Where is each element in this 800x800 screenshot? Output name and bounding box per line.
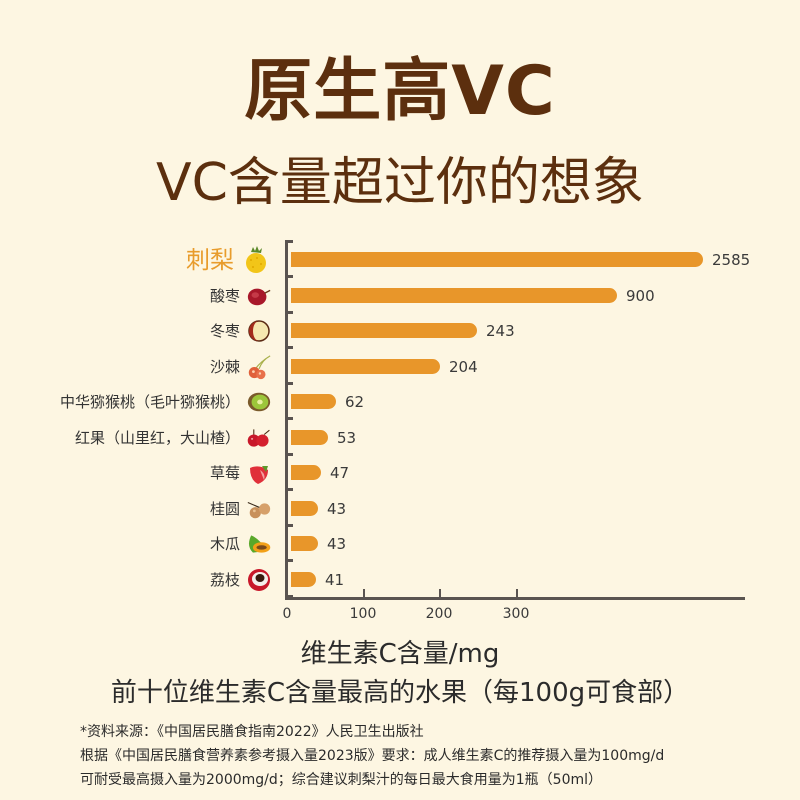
bar [291,536,318,551]
value-label: 43 [327,535,347,553]
y-axis-tick [285,417,293,420]
chart-row: 桂圆 43 [0,491,800,527]
chart-row: 酸枣 900 [0,278,800,314]
category-label: 刺梨 [186,246,234,274]
bar [291,429,328,445]
category-label: 酸枣 [209,286,240,305]
chart-row: 沙棘 204 [0,349,800,385]
category-label: 中华猕猴桃（毛叶猕猴桃） [59,393,240,411]
chart-row: 冬枣 243 [0,313,800,349]
x-axis-label: 维生素C含量/mg [300,639,500,669]
value-label: 900 [626,286,655,305]
category-label: 红果（山里红，大山楂） [74,428,240,447]
y-axis-tick [285,559,293,562]
bar [291,287,617,303]
y-axis-tick [285,310,293,314]
category-label: 冬枣 [209,322,240,340]
papaya-icon [246,532,272,556]
value-label: 62 [345,393,365,411]
x-tick-label: 200 [425,606,453,622]
longan-icon [246,497,272,521]
category-label: 草莓 [209,464,240,482]
category-label: 沙棘 [209,357,240,376]
prickly-pear-icon [240,244,272,276]
category-label: 桂圆 [209,499,240,518]
winter-jujube-icon [246,319,272,343]
bar [291,323,477,338]
source-notes: *资料来源：《中国居民膳食指南2022》人民卫生出版社 根据《中国居民膳食营养素… [80,720,780,792]
kiwi-icon [246,390,272,414]
bar [291,394,336,409]
y-axis-tick [285,523,293,527]
y-axis-tick [285,488,293,491]
bar [291,358,440,374]
bar [291,465,321,480]
y-axis-tick [285,275,293,278]
value-label: 41 [325,570,345,589]
x-axis-tick [516,589,518,598]
sea-buckthorn-icon [246,354,272,379]
value-label: 47 [330,464,350,482]
lychee-icon [246,568,272,592]
y-axis-tick [285,240,293,243]
note-recommendation: 根据《中国居民膳食营养素参考摄入量2023版》要求：成人维生素C的推荐摄入量为1… [80,748,665,764]
chart-row: 红果（山里红，大山楂） 53 [0,420,800,456]
x-tick-label: 0 [282,606,292,622]
x-axis-tick [439,589,441,598]
x-axis-tick [363,589,365,598]
value-label: 53 [337,428,357,447]
page-title: 原生高VC [244,52,556,131]
note-source: *资料来源：《中国居民膳食指南2022》人民卫生出版社 [80,724,424,740]
value-label: 243 [486,322,515,340]
y-axis-tick [285,594,293,598]
page-subtitle: VC含量超过你的想象 [156,153,644,213]
sour-jujube-icon [246,284,272,308]
strawberry-icon [246,461,272,485]
value-label: 43 [327,499,347,518]
value-label: 2585 [712,251,751,269]
chart-row: 草莓 47 [0,455,800,491]
x-tick-label: 100 [349,606,377,622]
x-axis [285,597,745,600]
bar [291,571,316,587]
y-axis-tick [285,346,293,349]
y-axis-tick [285,381,293,385]
chart-caption: 前十位维生素C含量最高的水果（每100g可食部） [110,678,690,708]
category-label: 荔枝 [209,570,240,589]
chart-row: 荔枝 41 [0,562,800,598]
y-axis [285,240,288,600]
hawthorn-icon [246,426,272,450]
note-limit: 可耐受最高摄入量为2000mg/d；综合建议刺梨汁的每日最大食用量为1瓶（50m… [80,772,603,788]
bar [291,252,703,267]
chart-row: 刺梨 2585 [0,242,800,278]
bar [291,500,318,516]
y-axis-tick [285,452,293,456]
x-tick-label: 300 [502,606,530,622]
chart-row: 木瓜 43 [0,526,800,562]
chart-row: 中华猕猴桃（毛叶猕猴桃） 62 [0,384,800,420]
category-label: 木瓜 [209,535,240,553]
value-label: 204 [449,357,478,376]
